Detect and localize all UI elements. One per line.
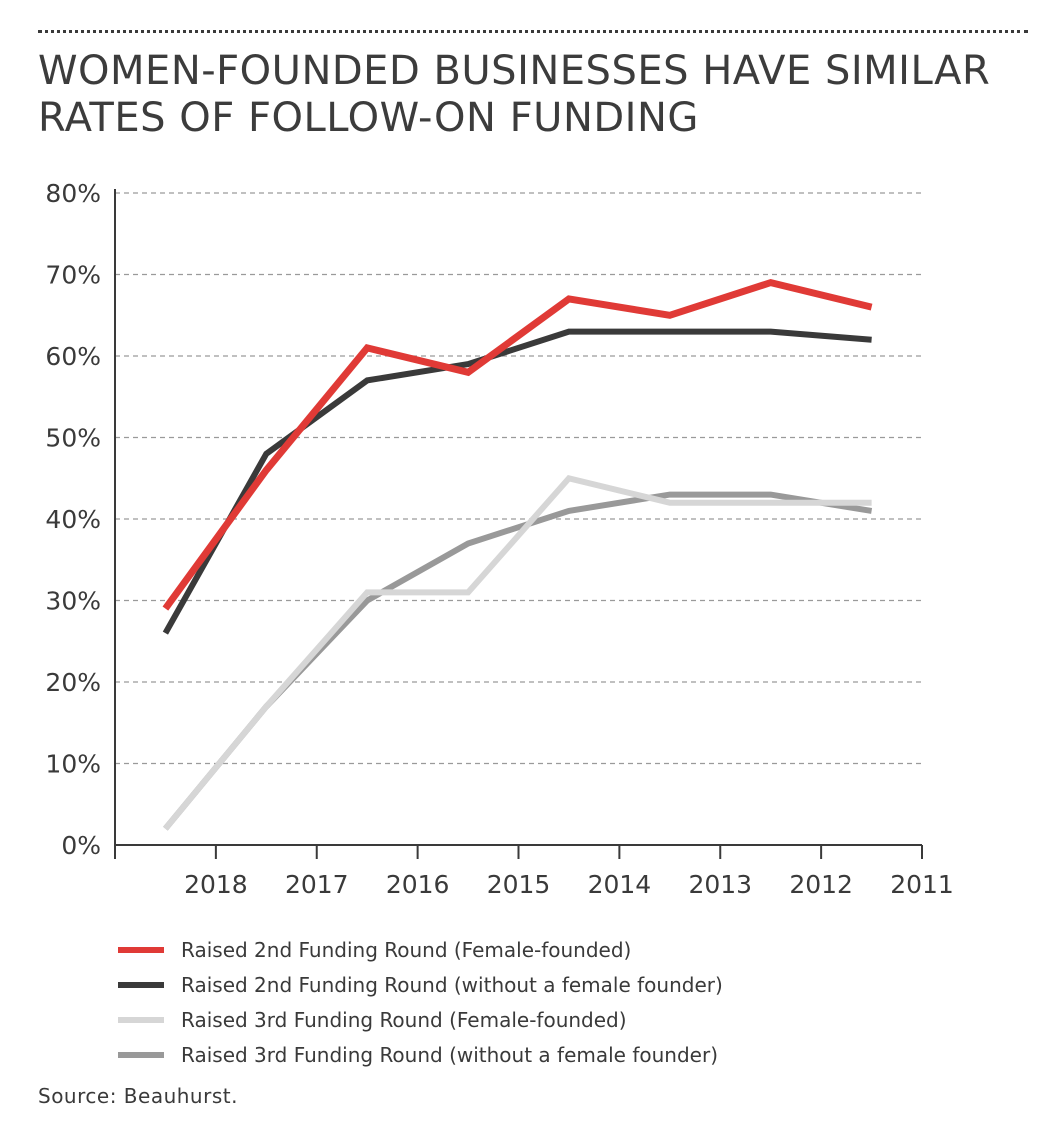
legend-label: Raised 2nd Funding Round (Female-founded… [181,937,632,962]
y-tick-label-0: 0% [61,831,101,860]
chart-title: WOMEN-FOUNDED BUSINESSES HAVE SIMILAR RA… [38,48,991,141]
y-tick-label-50: 50% [45,424,101,453]
y-tick-label-80: 80% [45,179,101,208]
legend-swatch [118,1016,164,1023]
legend-item: Raised 3rd Funding Round (Female-founded… [118,1002,723,1037]
y-tick-label-30: 30% [45,587,101,616]
y-tick-label-40: 40% [45,505,101,534]
x-tick-label-2013: 2013 [688,870,752,899]
y-tick-label-70: 70% [45,261,101,290]
x-tick-label-2016: 2016 [386,870,450,899]
y-tick-label-10: 10% [45,750,101,779]
x-tick-label-2015: 2015 [487,870,551,899]
legend-label: Raised 3rd Funding Round (Female-founded… [181,1007,627,1032]
source-note: Source: Beauhurst. [38,1084,238,1108]
y-tick-label-20: 20% [45,668,101,697]
series-line-3 [163,474,872,831]
x-tick-label-2017: 2017 [285,870,349,899]
legend-swatch [118,1051,164,1058]
legend-item: Raised 3rd Funding Round (without a fema… [118,1037,723,1072]
series-line-1 [162,278,873,611]
legend-label: Raised 2nd Funding Round (without a fema… [181,972,723,997]
legend-item: Raised 2nd Funding Round (without a fema… [118,967,723,1002]
x-tick-label-2011: 2011 [890,870,954,899]
top-dotted-rule [38,30,1028,33]
chart-legend: Raised 2nd Funding Round (Female-founded… [118,932,723,1072]
line-chart: 0% 10% 20% 30% 40% 50% 60% 70% 80% 2018 2017 2016 20… [45,179,954,899]
y-tick-label-60: 60% [45,342,101,371]
x-tick-label-2018: 2018 [184,870,248,899]
legend-swatch [118,946,164,953]
x-tick-label-2012: 2012 [789,870,853,899]
x-tick-label-2014: 2014 [588,870,652,899]
legend-item: Raised 2nd Funding Round (Female-founded… [118,932,723,967]
legend-label: Raised 3rd Funding Round (without a fema… [181,1042,718,1067]
series-line-4 [163,491,873,831]
series-line-2 [162,328,872,635]
legend-swatch [118,981,164,988]
